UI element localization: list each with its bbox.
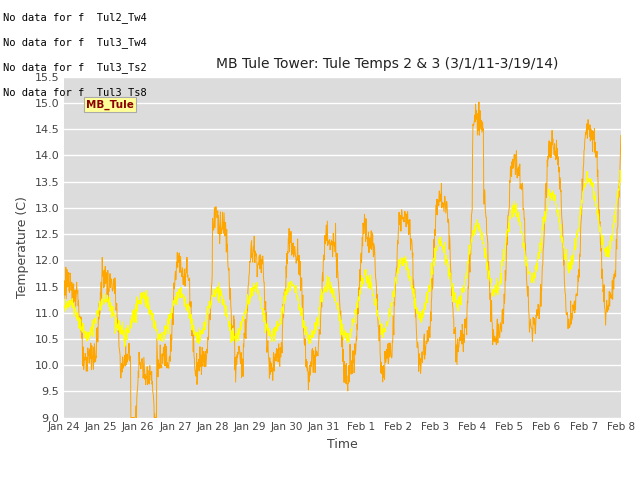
Text: No data for f  Tul3_Ts8: No data for f Tul3_Ts8 bbox=[3, 87, 147, 98]
Title: MB Tule Tower: Tule Temps 2 & 3 (3/1/11-3/19/14): MB Tule Tower: Tule Temps 2 & 3 (3/1/11-… bbox=[216, 58, 558, 72]
Text: No data for f  Tul2_Tw4: No data for f Tul2_Tw4 bbox=[3, 12, 147, 23]
Y-axis label: Temperature (C): Temperature (C) bbox=[16, 196, 29, 298]
Legend:  bbox=[337, 469, 348, 480]
X-axis label: Time: Time bbox=[327, 438, 358, 451]
Text: No data for f  Tul3_Ts2: No data for f Tul3_Ts2 bbox=[3, 62, 147, 73]
Text: No data for f  Tul3_Tw4: No data for f Tul3_Tw4 bbox=[3, 37, 147, 48]
Text: MB_Tule: MB_Tule bbox=[86, 99, 134, 109]
